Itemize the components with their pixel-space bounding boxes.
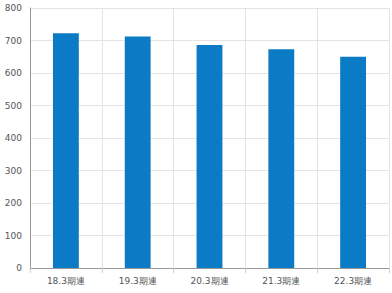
svg-text:700: 700 <box>5 36 22 46</box>
svg-text:800: 800 <box>5 3 22 13</box>
svg-text:21.3期連: 21.3期連 <box>262 276 300 286</box>
svg-text:200: 200 <box>5 198 22 208</box>
svg-text:0: 0 <box>16 263 22 273</box>
svg-text:400: 400 <box>5 133 22 143</box>
svg-text:22.3期連: 22.3期連 <box>334 276 372 286</box>
svg-text:600: 600 <box>5 68 22 78</box>
svg-text:20.3期連: 20.3期連 <box>190 276 228 286</box>
svg-text:300: 300 <box>5 166 22 176</box>
svg-text:18.3期連: 18.3期連 <box>47 276 85 286</box>
svg-text:19.3期連: 19.3期連 <box>119 276 157 286</box>
svg-text:500: 500 <box>5 101 22 111</box>
svg-text:100: 100 <box>5 231 22 241</box>
